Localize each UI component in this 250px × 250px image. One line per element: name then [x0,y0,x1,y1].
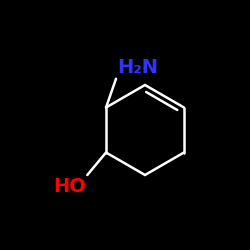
Text: H₂N: H₂N [117,58,158,77]
Text: HO: HO [53,177,86,196]
